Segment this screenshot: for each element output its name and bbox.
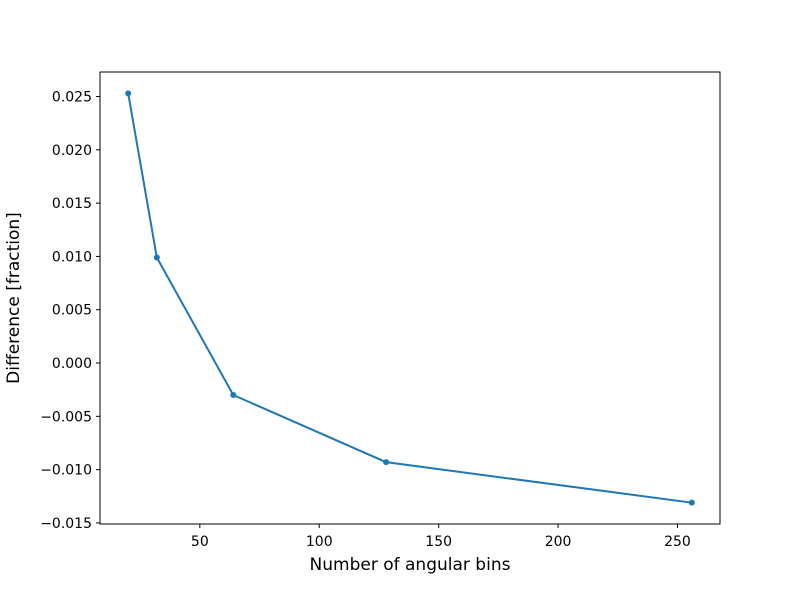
y-tick-label: 0.015 [52, 196, 92, 212]
plot-frame [99, 71, 721, 525]
data-point [688, 499, 695, 506]
x-axis-label: Number of angular bins [310, 555, 511, 575]
y-tick-label: −0.015 [40, 516, 92, 532]
data-point [125, 90, 132, 97]
x-tick-label: 200 [545, 534, 572, 550]
data-point [383, 459, 390, 466]
x-tick-label: 150 [425, 534, 452, 550]
x-tick-label: 100 [306, 534, 333, 550]
y-tick-label: 0.010 [52, 249, 92, 265]
x-tick-label: 250 [664, 534, 691, 550]
y-tick-label: 0.025 [52, 90, 92, 106]
data-point [153, 254, 160, 261]
y-tick-label: −0.010 [40, 463, 92, 479]
x-tick-label: 50 [191, 534, 209, 550]
y-tick-label: 0.000 [52, 356, 92, 372]
data-line [127, 93, 692, 504]
y-tick-label: −0.005 [40, 409, 92, 425]
y-tick-label: 0.020 [52, 143, 92, 159]
data-point [230, 392, 237, 399]
y-axis-label: Difference [fraction] [4, 212, 24, 384]
y-tick-label: 0.005 [52, 303, 92, 319]
